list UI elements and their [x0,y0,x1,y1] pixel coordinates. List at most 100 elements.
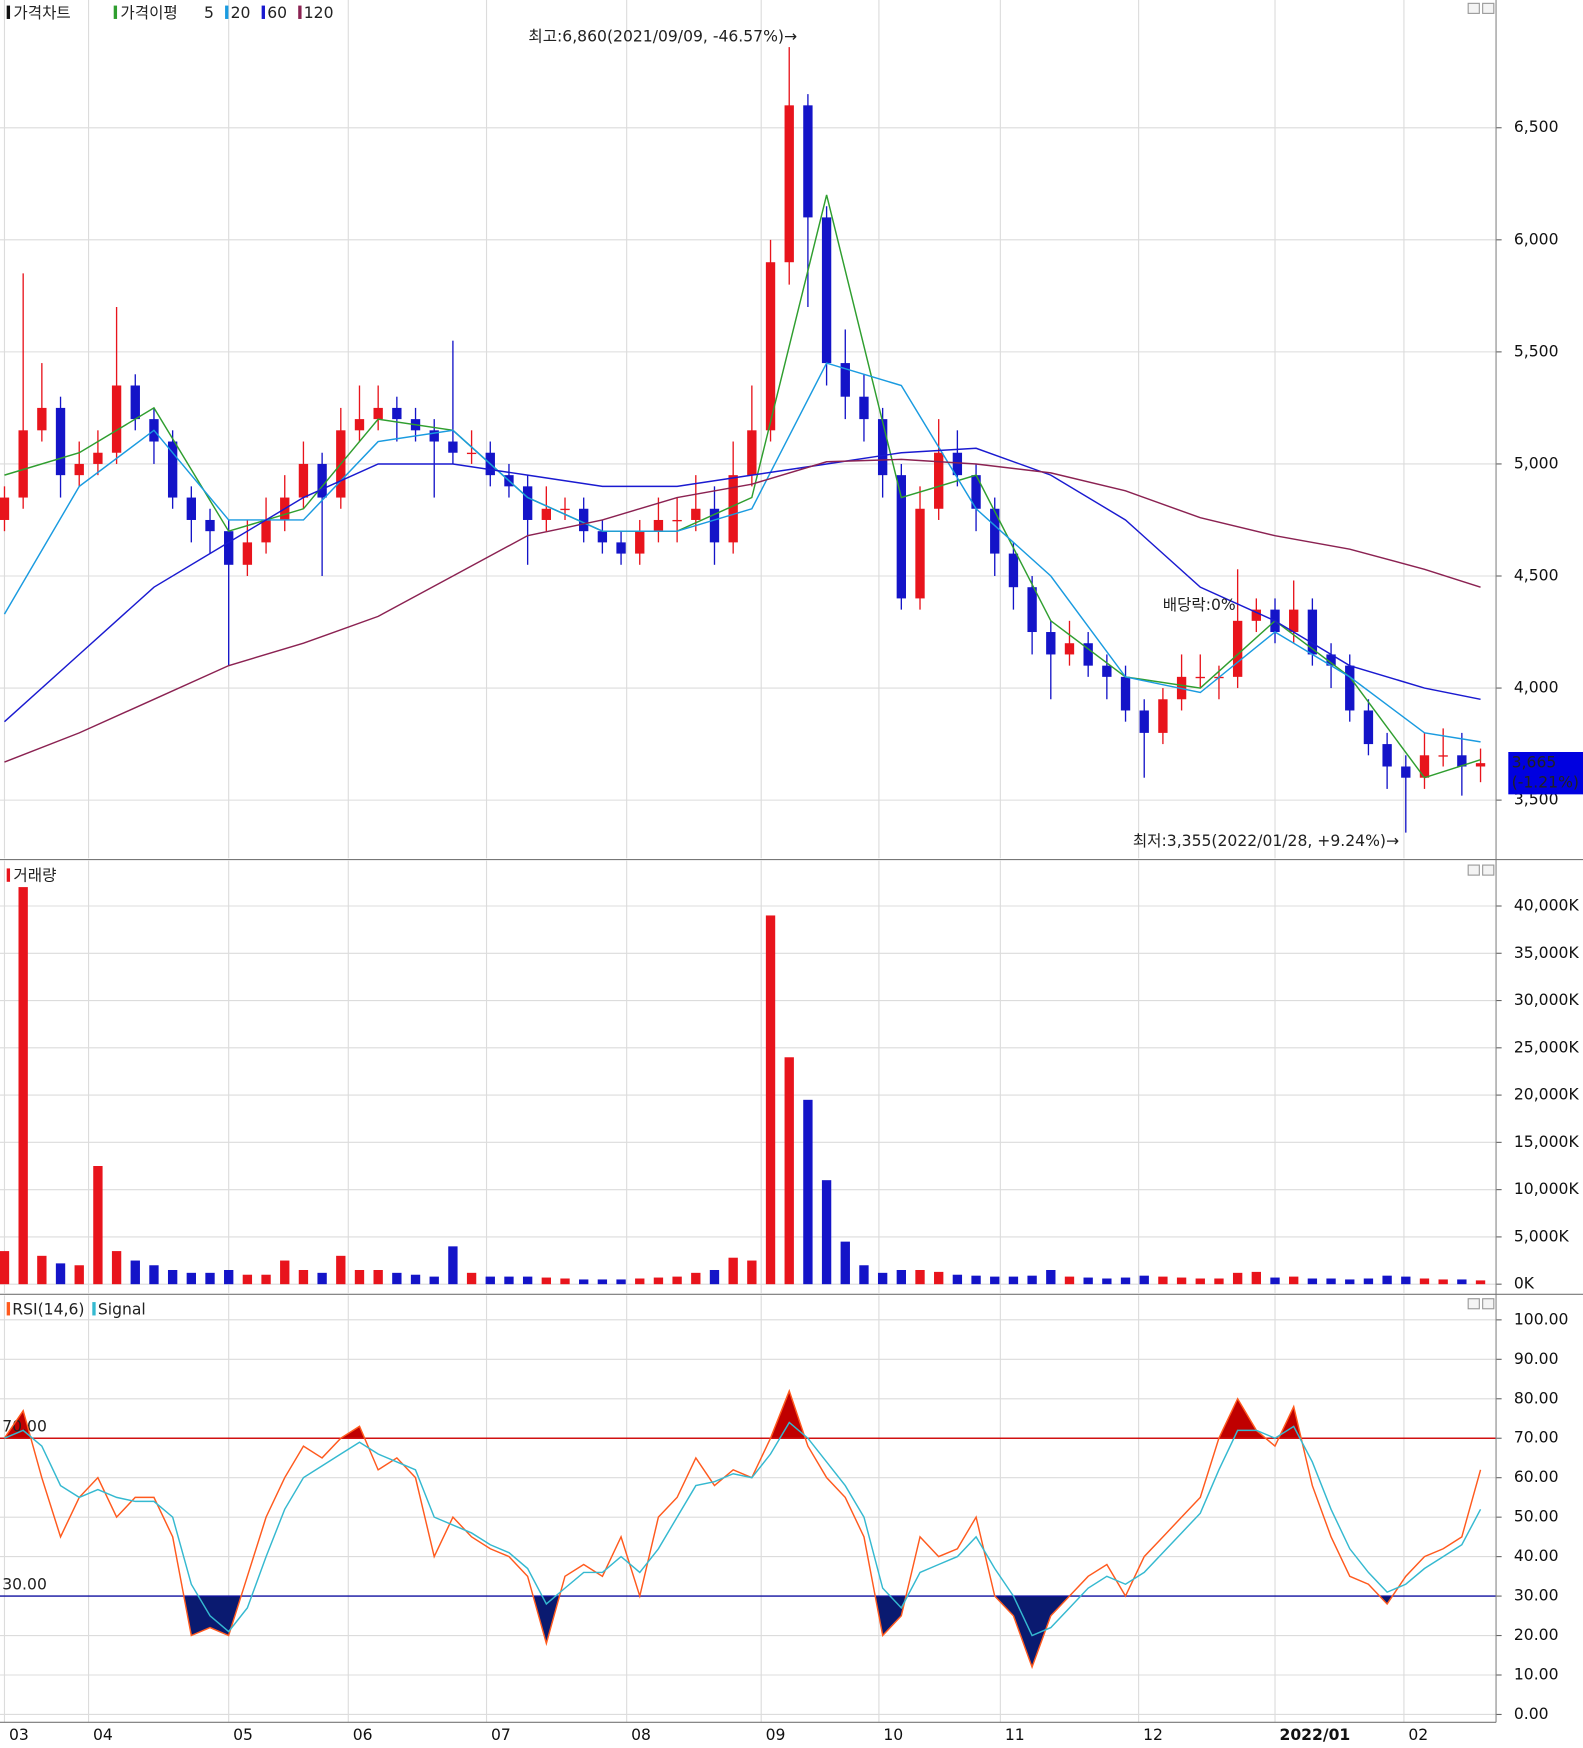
volume-bar [373,1269,383,1285]
close-button[interactable] [1482,2,1495,14]
close-button[interactable] [1482,864,1495,876]
candle-body [1232,620,1243,677]
x-tick-label: 12 [1143,1726,1163,1744]
close-button[interactable] [1482,1298,1495,1310]
y-tick-label: 4,000 [1514,679,1559,697]
candle-body [1289,609,1299,633]
y-tick-label: 35,000K [1514,944,1580,962]
volume-bar [653,1277,664,1285]
y-tick-label: 5,000 [1514,454,1559,472]
candle-body [747,430,757,476]
volume-bar [691,1272,701,1285]
candle-body [672,519,682,522]
rsi-line [4,1421,1482,1637]
y-tick-label: 5,500 [1514,342,1559,360]
candle-body [1120,676,1131,711]
volume-bar [915,1269,925,1285]
legend-swatch [225,5,229,19]
minimize-button[interactable] [1467,864,1480,876]
candle-body [373,407,383,420]
volume-bar [466,1272,477,1285]
candle-body [1064,643,1075,655]
x-tick-label: 2022/01 [1279,1726,1350,1744]
candle-body [541,508,551,520]
y-tick-label: 70.00 [1514,1429,1559,1447]
y-tick-label: 60.00 [1514,1468,1559,1486]
candle-body [354,419,365,431]
volume-bar [504,1276,514,1285]
candle-body [317,463,327,498]
candle-body [1158,699,1168,733]
annotation: 최고:6,860(2021/09/09, -46.57%)→ [528,27,797,45]
volume-bar [1457,1279,1467,1285]
price-tag [1508,751,1583,795]
legend-swatch [6,5,11,19]
candle-body [1475,763,1486,767]
volume-bar [1345,1279,1355,1285]
y-tick-label: 40.00 [1514,1547,1559,1565]
y-tick-label: 30,000K [1514,991,1580,1009]
candle-body [522,486,533,520]
candle-body [1008,553,1019,588]
y-tick-label: 6,500 [1514,118,1559,136]
y-tick-label: 10.00 [1514,1666,1559,1684]
volume-bar [1419,1278,1430,1285]
candle-body [952,452,963,476]
volume-bar [522,1276,533,1285]
candle-body [653,519,664,532]
legend-label: Signal [98,1300,146,1318]
legend-label: 5 [204,4,214,22]
volume-bar [765,915,776,1285]
candle-body [1382,744,1392,767]
volume-bar [1289,1276,1299,1285]
x-tick-label: 02 [1408,1726,1428,1744]
window-buttons[interactable] [1467,2,1495,1310]
minimize-button[interactable] [1467,2,1480,14]
y-tick-label: 4,500 [1514,566,1559,584]
candle-body [111,385,122,453]
volume-bar [597,1279,608,1285]
volume-bar [1401,1276,1411,1285]
x-tick-label: 05 [233,1726,253,1744]
candle-body [616,542,626,554]
candle-body [1102,665,1112,677]
candle-body [859,396,869,420]
volume-bar [1176,1277,1187,1285]
volume-bar [784,1057,794,1285]
legend-swatch [92,1302,96,1316]
annotation: 배당락:0% [1163,596,1236,614]
volume-bar [55,1263,66,1285]
candle-body [1363,710,1374,745]
candle-body [224,531,234,565]
candle-body [877,419,888,476]
volume-bar [1382,1275,1392,1285]
candle-body [1307,609,1318,655]
volume-bar [896,1269,906,1285]
y-tick-label: 90.00 [1514,1350,1559,1368]
volume-bar [635,1278,645,1285]
candle-body [635,531,645,554]
volume-bar [74,1265,84,1285]
y-tick-label: 40,000K [1514,897,1580,915]
volume-bar [0,1251,10,1285]
volume-bar [990,1276,1000,1285]
legend-label: 20 [231,4,251,22]
minimize-button[interactable] [1467,1298,1480,1310]
candle-body [691,508,701,520]
volume-bar [1307,1278,1318,1285]
candle-body [821,217,832,364]
volume-bar [224,1269,234,1285]
candle-body [803,105,813,218]
volume-bar [429,1276,439,1285]
volume-bar [392,1272,402,1285]
candle-body [186,497,196,520]
x-tick-label: 06 [353,1726,373,1744]
x-tick-label: 03 [9,1726,29,1744]
legend-swatch [113,5,118,19]
candle-body [597,531,608,543]
volume-bar [130,1260,140,1285]
y-tick-label: 100.00 [1514,1310,1569,1328]
candle-body [1419,755,1430,778]
candle-body [1401,766,1411,778]
candle-body [242,542,253,565]
